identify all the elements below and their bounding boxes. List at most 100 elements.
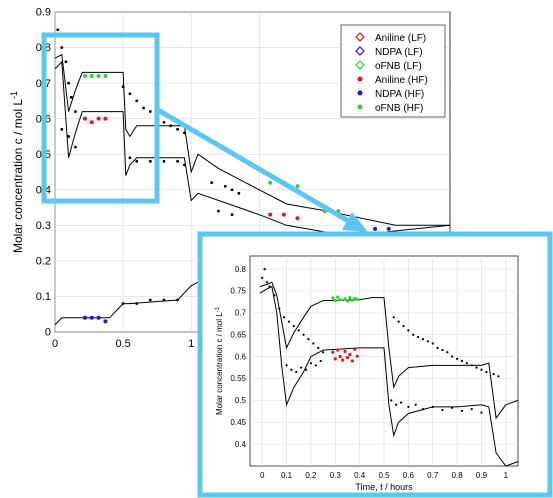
data-point: [485, 370, 488, 374]
data-point: [355, 297, 359, 301]
data-point: [399, 401, 403, 404]
data-point: [148, 159, 152, 163]
data-point: [268, 180, 273, 185]
legend-label: Aniline (LF): [375, 33, 426, 44]
data-point: [302, 333, 305, 336]
legend-label: NDPA (HF): [375, 89, 424, 100]
data-point: [121, 302, 125, 305]
data-point: [460, 359, 464, 363]
data-point: [162, 298, 166, 302]
data-point: [350, 298, 354, 302]
y-tick-label: 0.7: [235, 309, 247, 318]
data-point: [345, 299, 350, 303]
x-tick-label: 0: [260, 471, 265, 480]
data-point: [407, 405, 410, 409]
legend-marker: [357, 104, 363, 110]
x-tick-label: 1: [188, 338, 194, 350]
data-point: [451, 355, 454, 358]
data-point: [230, 213, 234, 217]
data-point: [60, 46, 64, 49]
x-tick-label: 0.1: [281, 471, 293, 480]
data-point: [142, 106, 145, 110]
y-tick-label: 0.55: [230, 374, 246, 383]
data-point: [338, 355, 342, 359]
data-point: [353, 347, 357, 351]
data-point: [169, 124, 173, 128]
data-point: [321, 351, 325, 354]
y-tick-label: 0.3: [36, 220, 51, 232]
data-point: [460, 409, 464, 412]
data-point: [348, 352, 352, 357]
zoom-region-highlight: [41, 32, 160, 204]
data-point: [82, 315, 87, 320]
zoom-connector-arrow: [156, 107, 352, 225]
x-tick-label: 0.8: [452, 471, 464, 480]
data-point: [465, 362, 468, 365]
data-point: [223, 184, 227, 188]
data-point: [89, 74, 94, 78]
data-point: [135, 99, 139, 103]
data-point: [307, 338, 310, 341]
legend-marker: [355, 32, 365, 42]
data-point: [162, 120, 166, 124]
data-point: [300, 366, 303, 369]
x-tick-label: 0.5: [378, 471, 390, 480]
data-point: [343, 349, 347, 353]
legend-marker: [357, 76, 363, 82]
data-point: [451, 406, 454, 409]
x-tick-label: 0.7: [427, 471, 439, 480]
legend-label: Aniline (HF): [375, 75, 428, 86]
data-point: [392, 316, 395, 319]
y-tick-label: 0.6: [235, 352, 247, 361]
data-point: [297, 329, 300, 332]
data-point: [237, 191, 241, 195]
data-point: [128, 92, 132, 96]
y-tick-label: 0.65: [230, 330, 246, 339]
legend-box: [340, 24, 446, 118]
legend: Aniline (LF) NDPA (LF) oFNB (LF) Aniline (H…: [340, 24, 446, 118]
y-tick-label: 0.4: [235, 440, 247, 449]
inset-x-ticks: 0 0.1 0.2 0.3 0.4 0.5 0.6 0.7 0.8 0.9 1: [260, 471, 509, 480]
data-point: [265, 281, 269, 284]
data-point: [282, 316, 286, 319]
data-point: [353, 296, 357, 301]
data-point: [210, 181, 214, 185]
data-point: [319, 359, 322, 363]
data-point: [263, 268, 266, 271]
data-point: [340, 358, 345, 362]
data-point: [312, 342, 315, 345]
inset-x-axis-label: Time, t / hours: [355, 482, 413, 492]
inset-y-ticks: 0.4 0.45 0.5 0.55 0.6 0.65 0.7 0.75 0.8: [230, 265, 246, 449]
model-line: [259, 285, 519, 467]
data-point: [89, 315, 94, 320]
data-point: [278, 307, 281, 310]
data-point: [395, 403, 398, 406]
x-tick-label: 0.3: [330, 471, 342, 480]
data-point: [295, 370, 298, 374]
data-point: [402, 324, 405, 328]
data-point: [309, 362, 313, 365]
data-point: [470, 364, 473, 367]
data-point: [121, 85, 125, 89]
data-point: [96, 74, 101, 78]
x-tick-label: 0.2: [305, 471, 317, 480]
data-point: [176, 298, 179, 302]
data-point: [96, 116, 101, 121]
data-point: [148, 110, 152, 113]
y-tick-label: 0.2: [36, 256, 51, 268]
data-point: [480, 368, 483, 371]
model-line: [54, 53, 450, 226]
data-point: [82, 116, 87, 121]
data-point: [336, 295, 340, 299]
y-tick-label: 0.9: [36, 7, 51, 19]
inset-model-lines: [259, 281, 519, 467]
data-point: [345, 355, 350, 360]
inset-data-points: [261, 268, 500, 414]
data-point: [414, 403, 417, 406]
data-point: [281, 212, 286, 217]
legend-marker: [357, 90, 363, 96]
data-point: [412, 333, 415, 336]
x-tick-label: 0: [52, 338, 58, 350]
data-point: [416, 335, 420, 339]
data-point: [446, 351, 449, 354]
